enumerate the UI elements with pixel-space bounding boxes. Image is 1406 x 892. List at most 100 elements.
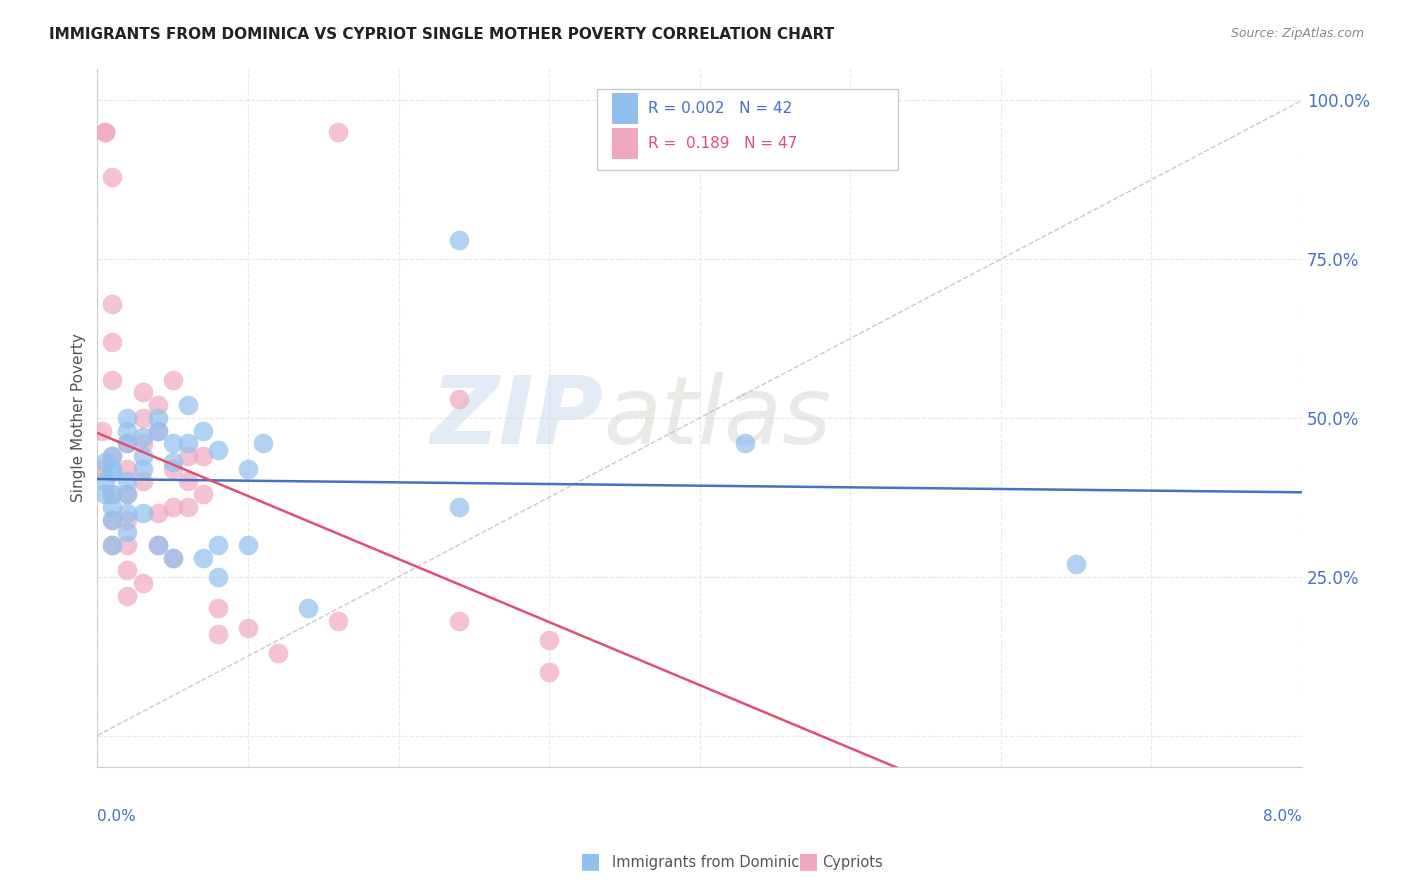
Point: [162, 373, 184, 387]
Point: [162, 455, 184, 469]
Point: [177, 449, 200, 463]
Point: [101, 487, 124, 501]
Point: [146, 398, 169, 412]
Text: Immigrants from Dominica: Immigrants from Dominica: [612, 855, 808, 870]
Point: [191, 550, 214, 565]
Point: [131, 436, 153, 450]
Point: [162, 550, 184, 565]
Point: [177, 436, 200, 450]
Point: [207, 601, 229, 615]
Text: Source: ZipAtlas.com: Source: ZipAtlas.com: [1230, 27, 1364, 40]
Point: [131, 506, 153, 520]
Point: [328, 614, 350, 628]
Point: [94, 455, 117, 469]
Text: ZIP: ZIP: [430, 372, 603, 464]
Point: [162, 500, 184, 514]
Point: [117, 436, 139, 450]
Point: [146, 506, 169, 520]
Point: [101, 512, 124, 526]
Point: [177, 398, 200, 412]
Point: [94, 125, 117, 139]
Point: [146, 538, 169, 552]
Point: [101, 334, 124, 349]
Text: ■: ■: [581, 851, 600, 871]
Text: 8.0%: 8.0%: [1264, 809, 1302, 824]
Point: [117, 461, 139, 475]
Point: [117, 512, 139, 526]
Point: [162, 550, 184, 565]
Point: [117, 436, 139, 450]
Point: [146, 410, 169, 425]
Point: [101, 373, 124, 387]
Point: [117, 410, 139, 425]
Point: [146, 538, 169, 552]
Point: [146, 424, 169, 438]
Point: [131, 576, 153, 591]
Point: [90, 424, 112, 438]
Point: [538, 633, 561, 648]
Text: 0.0%: 0.0%: [97, 809, 136, 824]
Bar: [598, 89, 898, 169]
Point: [191, 424, 214, 438]
Point: [90, 461, 112, 475]
Point: [207, 538, 229, 552]
Point: [101, 538, 124, 552]
Point: [94, 487, 117, 501]
Point: [101, 461, 124, 475]
Point: [131, 475, 153, 489]
Point: [94, 475, 117, 489]
Point: [131, 410, 153, 425]
Point: [101, 449, 124, 463]
Point: [131, 461, 153, 475]
Text: atlas: atlas: [603, 372, 831, 464]
Text: ■: ■: [799, 851, 818, 871]
Point: [101, 538, 124, 552]
Y-axis label: Single Mother Poverty: Single Mother Poverty: [72, 334, 86, 502]
Point: [117, 525, 139, 540]
Text: R = 0.002   N = 42: R = 0.002 N = 42: [648, 101, 792, 116]
Point: [101, 500, 124, 514]
Point: [447, 233, 470, 247]
Point: [207, 627, 229, 641]
Point: [236, 538, 259, 552]
Text: Cypriots: Cypriots: [823, 855, 883, 870]
Point: [117, 589, 139, 603]
Point: [117, 563, 139, 577]
Point: [1064, 557, 1087, 571]
Point: [117, 487, 139, 501]
Point: [101, 487, 124, 501]
Point: [207, 442, 229, 457]
Point: [131, 385, 153, 400]
Text: IMMIGRANTS FROM DOMINICA VS CYPRIOT SINGLE MOTHER POVERTY CORRELATION CHART: IMMIGRANTS FROM DOMINICA VS CYPRIOT SING…: [49, 27, 834, 42]
Text: R =  0.189   N = 47: R = 0.189 N = 47: [648, 136, 797, 151]
Point: [538, 665, 561, 679]
Point: [447, 500, 470, 514]
Point: [94, 125, 117, 139]
Point: [447, 614, 470, 628]
Point: [117, 538, 139, 552]
Point: [101, 296, 124, 310]
Point: [101, 169, 124, 184]
Bar: [612, 128, 638, 160]
Point: [131, 449, 153, 463]
Point: [162, 461, 184, 475]
Point: [236, 461, 259, 475]
Point: [162, 436, 184, 450]
Point: [131, 430, 153, 444]
Point: [207, 570, 229, 584]
Point: [101, 512, 124, 526]
Bar: [612, 93, 638, 124]
Point: [191, 449, 214, 463]
Point: [177, 500, 200, 514]
Point: [117, 506, 139, 520]
Point: [236, 620, 259, 634]
Point: [252, 436, 274, 450]
Point: [117, 475, 139, 489]
Point: [191, 487, 214, 501]
Point: [101, 465, 124, 479]
Point: [734, 436, 756, 450]
Point: [146, 424, 169, 438]
Point: [328, 125, 350, 139]
Point: [297, 601, 319, 615]
Point: [267, 646, 290, 660]
